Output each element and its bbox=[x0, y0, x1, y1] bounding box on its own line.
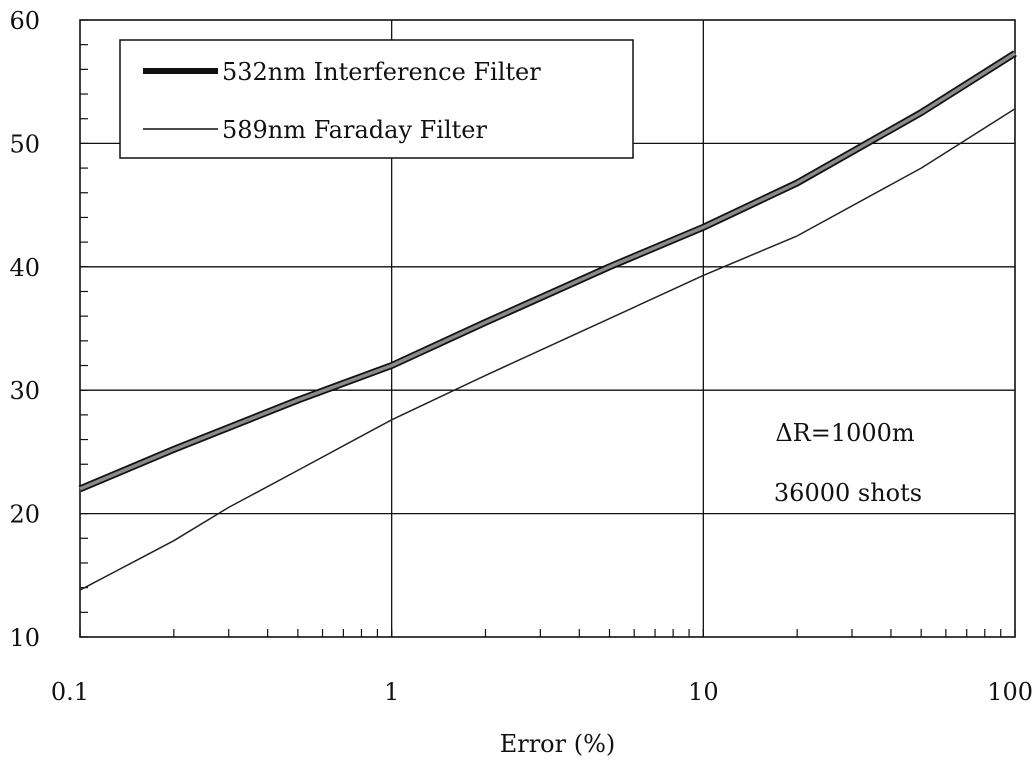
legend-label-589nm: 589nm Faraday Filter bbox=[222, 116, 487, 144]
annotation-shots: 36000 shots bbox=[774, 479, 922, 507]
legend: 532nm Interference Filter 589nm Faraday … bbox=[119, 39, 634, 159]
series-line-1 bbox=[79, 108, 1016, 591]
x-tick-label: 0.1 bbox=[51, 678, 89, 706]
y-tick-label: 40 bbox=[9, 254, 40, 282]
tick-labels: 10 20 30 40 50 60 0.1 1 10 100 bbox=[9, 7, 1033, 706]
x-tick-label: 100 bbox=[987, 678, 1033, 706]
series-layer bbox=[78, 50, 1017, 591]
plot-area bbox=[79, 19, 1016, 638]
x-tick-label: 1 bbox=[384, 678, 399, 706]
legend-label-532nm: 532nm Interference Filter bbox=[222, 58, 541, 86]
series-line-0 bbox=[79, 51, 1016, 491]
y-tick-label: 50 bbox=[9, 130, 40, 158]
legend-box bbox=[119, 39, 634, 159]
annotation-delta-r: ΔR=1000m bbox=[775, 419, 915, 447]
y-tick-label: 20 bbox=[9, 501, 40, 529]
x-tick-label: 10 bbox=[688, 678, 719, 706]
y-tick-label: 60 bbox=[9, 7, 40, 35]
x-axis-title: Error (%) bbox=[500, 730, 616, 758]
y-tick-label: 30 bbox=[9, 377, 40, 405]
y-tick-label: 10 bbox=[9, 624, 40, 652]
